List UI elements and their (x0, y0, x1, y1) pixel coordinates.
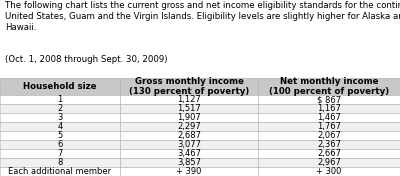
Bar (120, 149, 258, 158)
Text: 1,767: 1,767 (317, 122, 341, 131)
Bar (0, 78, 120, 95)
Text: 2,297: 2,297 (177, 122, 201, 131)
Text: 3,077: 3,077 (177, 140, 201, 149)
Bar (258, 167, 400, 176)
Text: 3: 3 (57, 113, 63, 122)
Bar (258, 78, 400, 95)
Bar (0, 167, 120, 176)
Text: + 300: + 300 (316, 167, 342, 176)
Bar (258, 131, 400, 140)
Bar (258, 140, 400, 149)
Text: 3,857: 3,857 (177, 158, 201, 167)
Text: Net monthly income
(100 percent of poverty): Net monthly income (100 percent of pover… (269, 77, 389, 96)
Text: 6: 6 (57, 140, 63, 149)
Text: 2,967: 2,967 (317, 158, 341, 167)
Text: 2,367: 2,367 (317, 140, 341, 149)
Text: 1,167: 1,167 (317, 104, 341, 113)
Bar (258, 149, 400, 158)
Text: 1,467: 1,467 (317, 113, 341, 122)
Text: 1,517: 1,517 (177, 104, 201, 113)
Bar (120, 113, 258, 122)
Bar (0, 104, 120, 113)
Bar (0, 149, 120, 158)
Bar (120, 158, 258, 167)
Text: 7: 7 (57, 149, 63, 158)
Text: 1,127: 1,127 (177, 95, 201, 104)
Text: Gross monthly income
(130 percent of poverty): Gross monthly income (130 percent of pov… (129, 77, 249, 96)
Text: 4: 4 (57, 122, 63, 131)
Bar (258, 122, 400, 131)
Text: $ 867: $ 867 (317, 95, 341, 104)
Text: 2: 2 (57, 104, 63, 113)
Text: + 390: + 390 (176, 167, 202, 176)
Bar (0, 140, 120, 149)
Bar (120, 131, 258, 140)
Bar (120, 104, 258, 113)
Bar (120, 78, 258, 95)
Text: 2,067: 2,067 (317, 131, 341, 140)
Bar (120, 95, 258, 104)
Text: 1: 1 (57, 95, 63, 104)
Bar (120, 122, 258, 131)
Bar (0, 113, 120, 122)
Text: 2,667: 2,667 (317, 149, 341, 158)
Bar (258, 113, 400, 122)
Bar (258, 158, 400, 167)
Bar (258, 95, 400, 104)
Text: (Oct. 1, 2008 through Sept. 30, 2009): (Oct. 1, 2008 through Sept. 30, 2009) (5, 55, 167, 64)
Text: Household size: Household size (23, 82, 97, 91)
Bar (258, 104, 400, 113)
Bar (120, 167, 258, 176)
Text: 5: 5 (57, 131, 63, 140)
Bar (0, 158, 120, 167)
Text: 3,467: 3,467 (177, 149, 201, 158)
Bar (0, 131, 120, 140)
Text: 2,687: 2,687 (177, 131, 201, 140)
Text: 8: 8 (57, 158, 63, 167)
Bar (0, 95, 120, 104)
Text: 1,907: 1,907 (177, 113, 201, 122)
Text: The following chart lists the current gross and net income eligibility standards: The following chart lists the current gr… (5, 1, 400, 32)
Text: Each additional member: Each additional member (8, 167, 112, 176)
Bar (120, 140, 258, 149)
Bar (0, 122, 120, 131)
